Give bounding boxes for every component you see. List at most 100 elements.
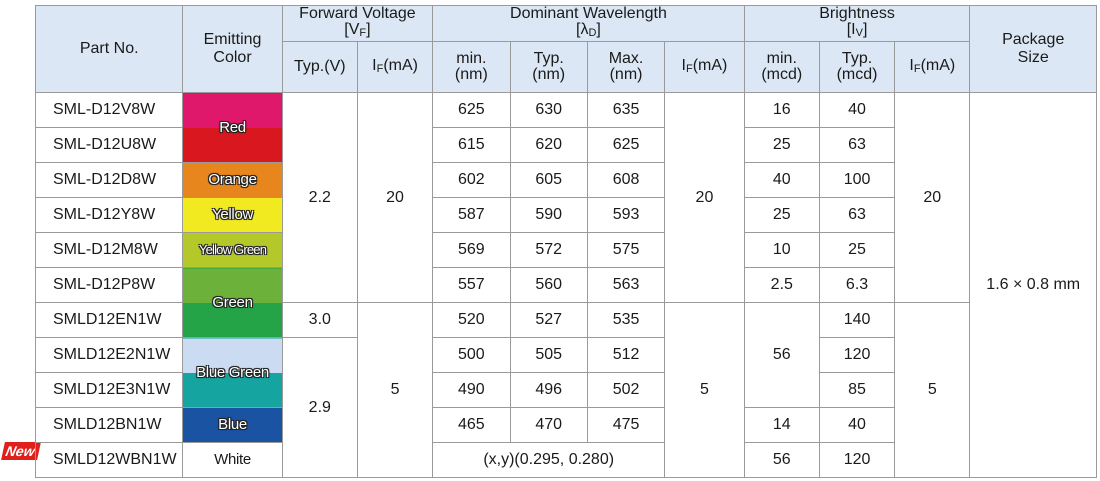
wl-min-cell: 520	[432, 302, 511, 338]
vf-typ-cell: 3.0	[281, 302, 358, 338]
br-min-cell: 56	[743, 302, 820, 408]
br-min-cell: 56	[743, 442, 820, 478]
vf-typ-cell: 2.9	[281, 337, 358, 478]
wl-min-cell: 465	[432, 407, 511, 443]
table-row: SMLD12WBN1W White (x,y)(0.295, 0.280) 56…	[34, 442, 1097, 478]
wl-min-cell: 490	[432, 372, 511, 408]
wl-typ-cell: 590	[509, 197, 588, 233]
br-typ-cell: 120	[818, 337, 896, 373]
header-wl-min: min. (nm)	[432, 41, 511, 93]
table-row: SML-D12V8W Red 2.2 20 625 630 635 20 16 …	[34, 92, 1097, 478]
br-if-cell: 20	[894, 92, 971, 303]
wl-typ-cell: 527	[509, 302, 588, 338]
wl-max-cell: 563	[586, 267, 666, 303]
wl-min-cell: 557	[432, 267, 511, 303]
wl-min-cell: 500	[432, 337, 511, 373]
part-number: SML-D12V8W	[34, 92, 184, 128]
header-wl-max: Max. (nm)	[586, 41, 666, 93]
wl-typ-cell: 505	[509, 337, 588, 373]
br-min-cell: 10	[743, 232, 820, 268]
wl-typ-cell: 470	[509, 407, 588, 443]
br-min-cell: 25	[743, 127, 820, 163]
table-row: SML-D12Y8W Yellow 587 590 593 25 63	[34, 197, 1097, 233]
header-brightness: Brightness [IV]	[743, 5, 971, 42]
table-row: SML-D12U8W 615 620 625 25 63	[34, 127, 1097, 163]
header-wl-typ: Typ. (nm)	[509, 41, 588, 93]
part-number: SMLD12EN1W	[34, 302, 184, 338]
vf-if-cell: 20	[356, 92, 434, 303]
br-typ-cell: 85	[818, 372, 896, 408]
br-typ-cell: 140	[818, 302, 896, 338]
br-if-cell: 5	[894, 302, 971, 478]
wl-max-cell: 625	[586, 127, 666, 163]
wl-max-cell: 475	[586, 407, 666, 443]
table-row: SML-D12D8W Orange 602 605 608 40 100	[34, 162, 1097, 198]
color-swatch-yellow: Yellow	[182, 197, 283, 233]
wl-min-cell: 587	[432, 197, 511, 233]
header-package-size: Package Size	[969, 5, 1097, 93]
color-swatch-green: Green	[182, 267, 283, 338]
wl-max-cell: 593	[586, 197, 666, 233]
wl-typ-cell: 605	[509, 162, 588, 198]
br-min-cell: 25	[743, 197, 820, 233]
part-number: SML-D12Y8W	[34, 197, 184, 233]
wl-typ-cell: 572	[509, 232, 588, 268]
header-wl-if: IF(mA)	[664, 41, 745, 93]
br-min-cell: 2.5	[743, 267, 820, 303]
table-row: SMLD12BN1W Blue 465 470 475 14 40	[34, 407, 1097, 443]
header-part-no: Part No.	[34, 5, 184, 93]
wl-max-cell: 575	[586, 232, 666, 268]
wl-max-cell: 635	[586, 92, 666, 128]
wl-min-cell: 615	[432, 127, 511, 163]
br-typ-cell: 63	[818, 197, 896, 233]
br-typ-cell: 120	[818, 442, 896, 478]
table-row: SMLD12EN1W 3.0 5 520 527 535 5 56 140 5	[34, 302, 1097, 478]
color-swatch-red: Red	[182, 92, 283, 163]
header-vf-if: IF(mA)	[356, 41, 434, 93]
wl-max-cell: 502	[586, 372, 666, 408]
br-typ-cell: 40	[818, 407, 896, 443]
br-typ-cell: 40	[818, 92, 896, 128]
part-number: SML-D12P8W	[34, 267, 184, 303]
color-swatch-orange: Orange	[182, 162, 283, 198]
color-swatch-white: White	[182, 442, 283, 478]
table-row: SMLD12E3N1W 490 496 502 85	[34, 372, 1097, 408]
color-swatch-blue-green: Blue Green	[182, 337, 283, 408]
wl-max-cell: 512	[586, 337, 666, 373]
vf-typ-cell: 2.2	[281, 92, 358, 303]
color-swatch-yellow-green: Yellow Green	[182, 232, 283, 268]
led-spec-table: Part No. Emitting Color Forward Voltage […	[34, 5, 1097, 478]
wl-typ-cell: 560	[509, 267, 588, 303]
header-br-typ: Typ. (mcd)	[818, 41, 896, 93]
br-min-cell: 40	[743, 162, 820, 198]
header-dominant-wavelength: Dominant Wavelength [λD]	[432, 5, 745, 42]
wl-if-cell: 5	[664, 302, 745, 478]
part-number: SMLD12E3N1W	[34, 372, 184, 408]
wl-typ-cell: 620	[509, 127, 588, 163]
wl-typ-cell: 630	[509, 92, 588, 128]
table-row: SML-D12P8W Green 557 560 563 2.5 6.3	[34, 267, 1097, 338]
table-row: SML-D12M8W Yellow Green 569 572 575 10 2…	[34, 232, 1097, 268]
header-emitting-color: Emitting Color	[182, 5, 283, 93]
wl-if-cell: 20	[664, 92, 745, 303]
color-swatch-blue: Blue	[182, 407, 283, 443]
part-number: SMLD12WBN1W	[34, 442, 184, 478]
part-number: SML-D12D8W	[34, 162, 184, 198]
white-chromaticity-cell: (x,y)(0.295, 0.280)	[432, 442, 666, 478]
part-number: SML-D12M8W	[34, 232, 184, 268]
br-min-cell: 16	[743, 92, 820, 128]
wl-min-cell: 569	[432, 232, 511, 268]
br-typ-cell: 25	[818, 232, 896, 268]
wl-max-cell: 608	[586, 162, 666, 198]
br-typ-cell: 100	[818, 162, 896, 198]
part-number: SML-D12U8W	[34, 127, 184, 163]
part-number: SMLD12BN1W	[34, 407, 184, 443]
br-min-cell: 14	[743, 407, 820, 443]
wl-max-cell: 535	[586, 302, 666, 338]
wl-typ-cell: 496	[509, 372, 588, 408]
wl-min-cell: 625	[432, 92, 511, 128]
header-br-min: min. (mcd)	[743, 41, 820, 93]
header-vf-typ: Typ.(V)	[281, 41, 358, 93]
package-size-cell: 1.6 × 0.8 mm	[969, 92, 1097, 478]
br-typ-cell: 63	[818, 127, 896, 163]
